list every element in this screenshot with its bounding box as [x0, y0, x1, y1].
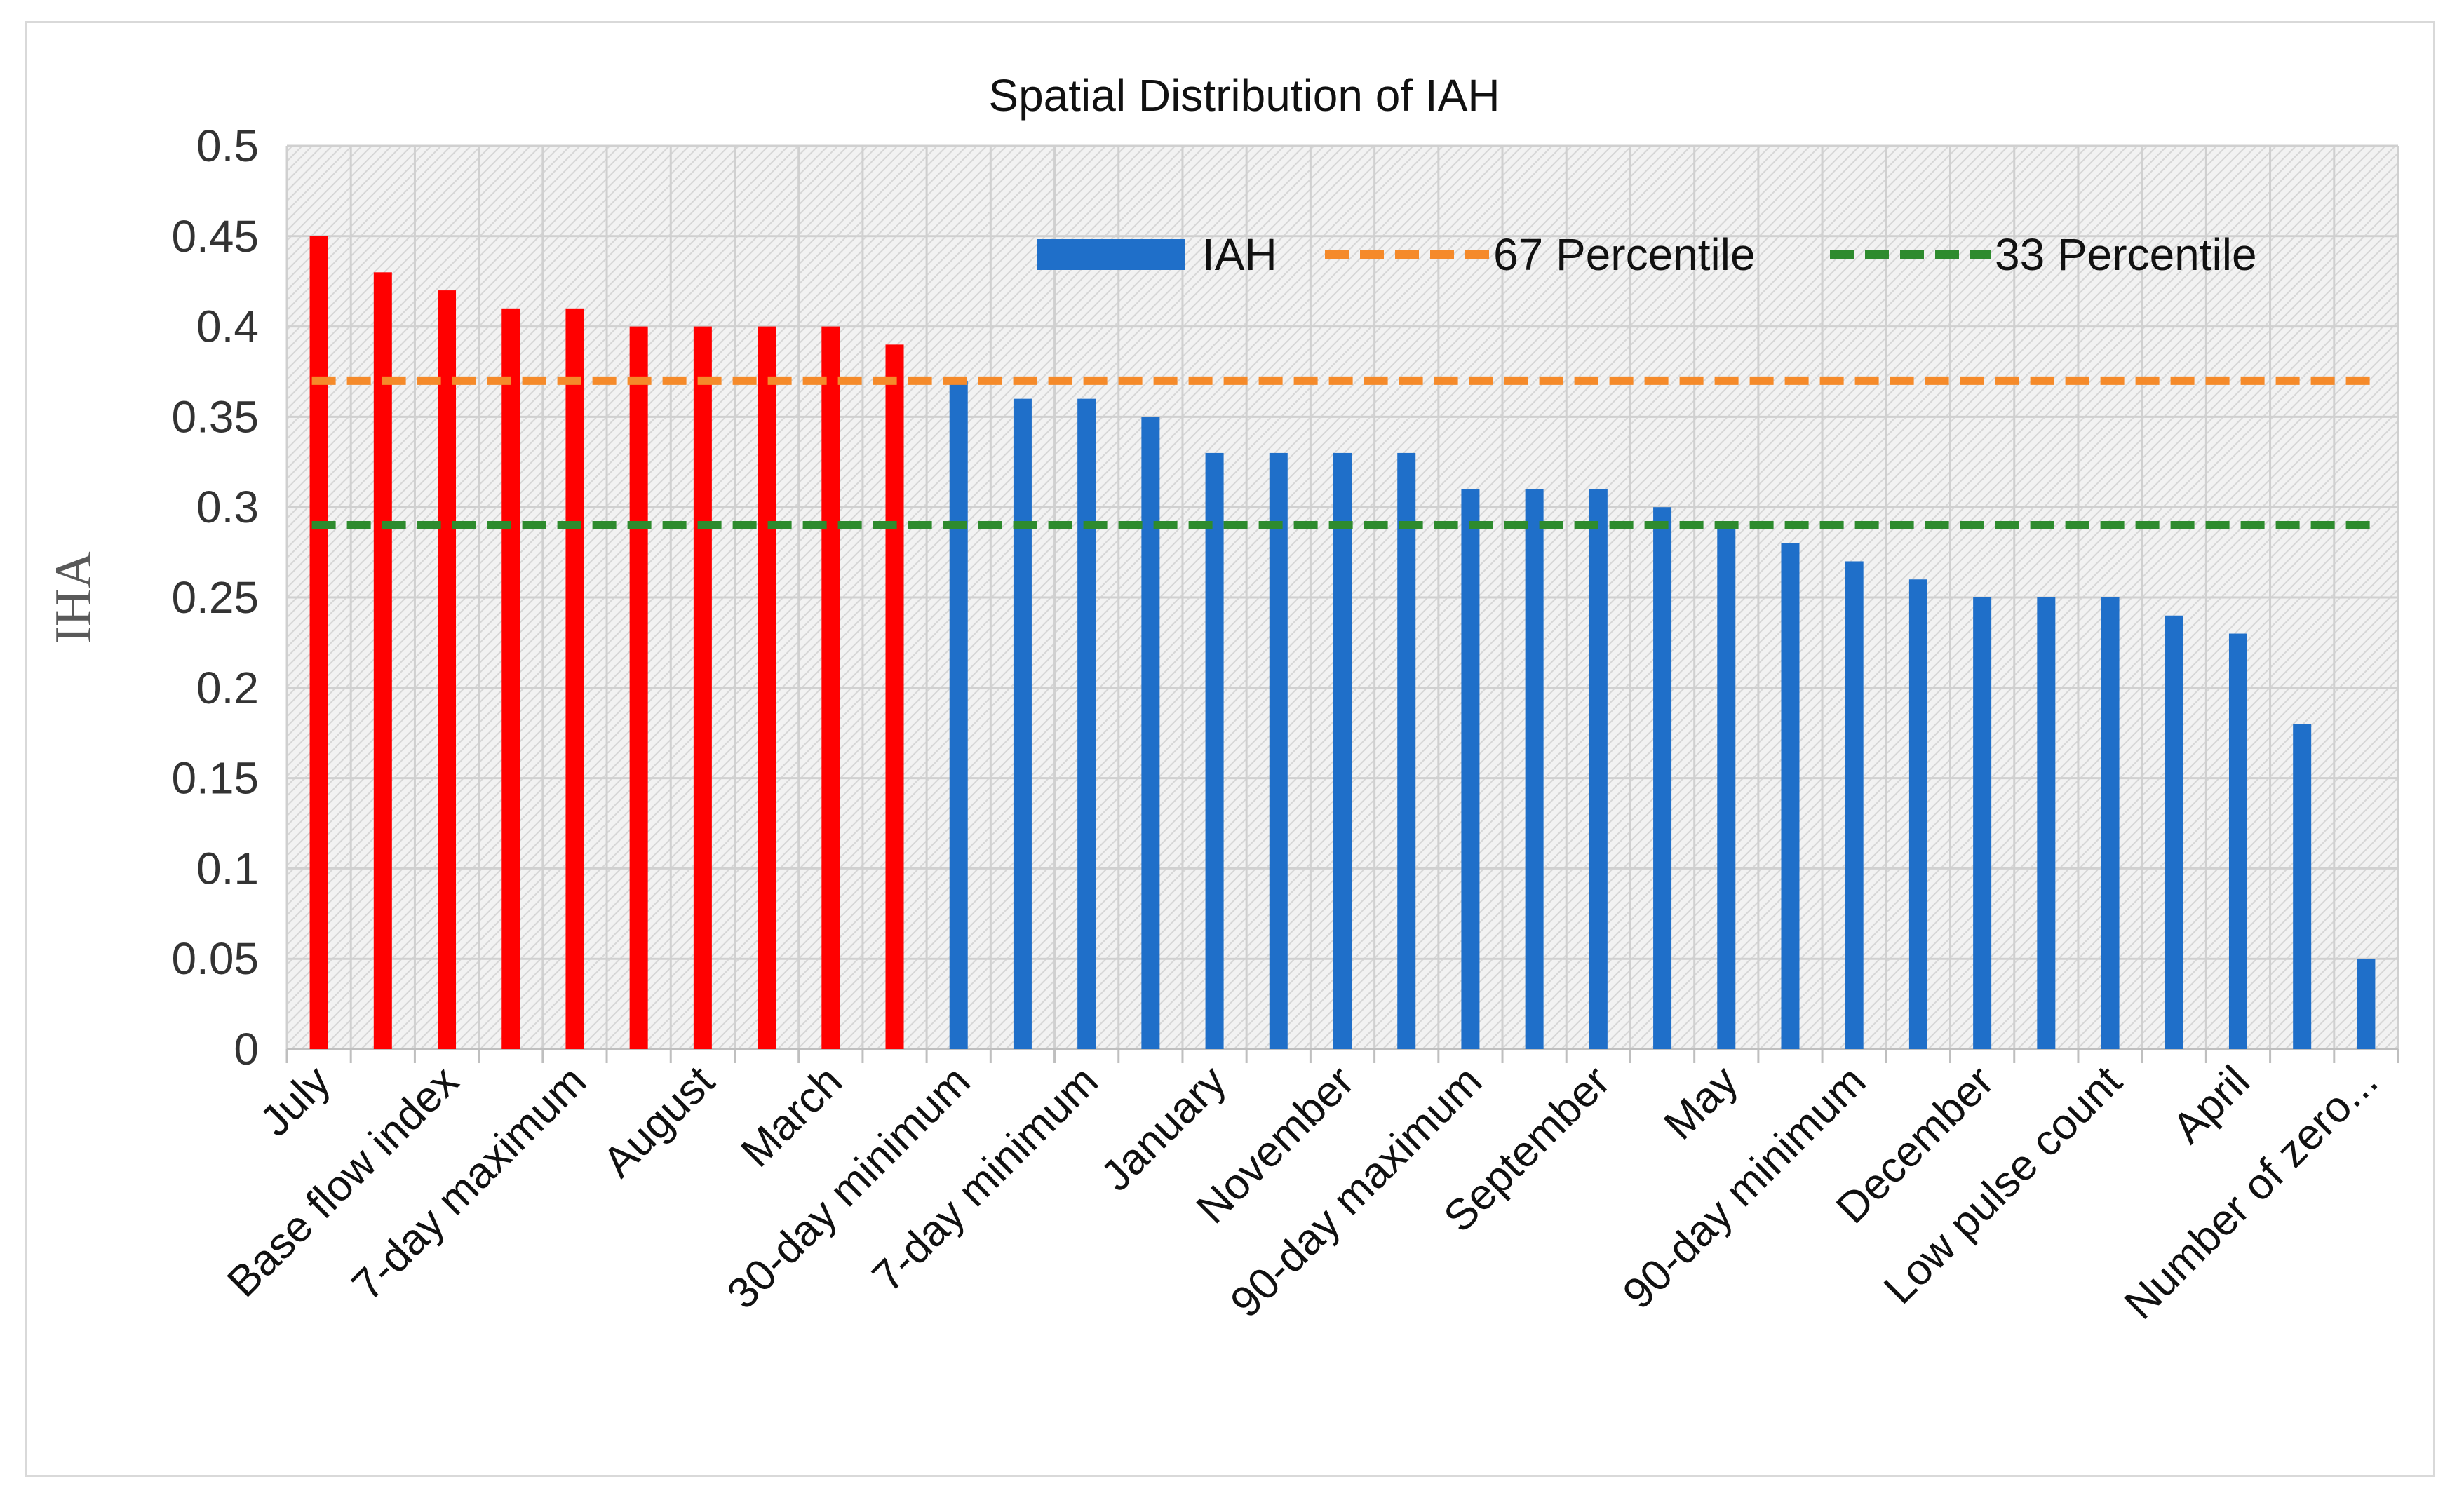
bar-9: [821, 326, 840, 1050]
legend-label-67: 67 Percentile: [1493, 229, 1756, 280]
x-tick-label: May: [1655, 1057, 1748, 1149]
x-tick-label: 7-day maximum: [343, 1057, 596, 1310]
bar-16: [1269, 452, 1288, 1049]
bar-11: [949, 380, 968, 1049]
bar-33: [2357, 959, 2376, 1049]
y-tick-label: 0.45: [171, 211, 259, 262]
legend: IAH 67 Percentile 33 Percentile: [1037, 229, 2257, 280]
chart-title: Spatial Distribution of IAH: [988, 70, 1500, 121]
x-tick-label: Low pulse count: [1875, 1057, 2132, 1313]
x-tick-label: August: [593, 1057, 723, 1187]
y-tick-label: 0: [234, 1024, 259, 1074]
bar-15: [1205, 452, 1224, 1049]
bar-28: [2037, 597, 2056, 1049]
bar-7: [693, 326, 712, 1050]
bar-5: [565, 308, 584, 1050]
bar-30: [2165, 615, 2183, 1049]
y-tick-label: 0.5: [196, 121, 259, 171]
bars: [309, 236, 2376, 1050]
y-tick-label: 0.25: [171, 572, 259, 623]
y-tick-label: 0.15: [171, 753, 259, 804]
y-axis-label: IHA: [45, 551, 102, 644]
legend-swatch-iah: [1037, 239, 1185, 270]
chart-frame: Spatial Distribution of IAH 0 0.05 0.1 0.15…: [25, 21, 2435, 1477]
bar-19: [1461, 489, 1480, 1049]
y-tick-label: 0.2: [196, 663, 259, 713]
x-tick-label: Base flow index: [218, 1057, 468, 1306]
x-tick-label: 7-day minimum: [863, 1057, 1108, 1301]
y-tick-label: 0.3: [196, 482, 259, 532]
x-tick-label: March: [732, 1057, 852, 1177]
chart-svg: Spatial Distribution of IAH 0 0.05 0.1 0.15…: [45, 70, 2399, 1329]
bar-17: [1333, 452, 1352, 1049]
bar-22: [1653, 507, 1672, 1049]
bar-3: [438, 290, 457, 1050]
bar-25: [1845, 561, 1864, 1049]
y-tick-label: 0.1: [196, 843, 259, 893]
legend-label-iah: IAH: [1202, 229, 1277, 280]
x-tick-label: July: [251, 1057, 340, 1146]
bar-12: [1013, 398, 1032, 1049]
bar-10: [885, 344, 904, 1049]
y-tick-label: 0.05: [171, 933, 259, 984]
bar-27: [1973, 597, 1992, 1049]
bar-13: [1077, 398, 1096, 1049]
bar-4: [501, 308, 520, 1050]
legend-label-33: 33 Percentile: [1995, 229, 2257, 280]
bar-14: [1141, 417, 1160, 1049]
bar-8: [758, 326, 776, 1050]
x-tick-label: April: [2163, 1057, 2258, 1152]
x-tick-label: 90-day minimum: [1614, 1057, 1876, 1318]
y-tick-label: 0.4: [196, 302, 259, 352]
y-tick-labels: 0 0.05 0.1 0.15 0.2 0.25 0.3 0.35 0.4 0.45 0.5: [171, 121, 259, 1074]
bar-1: [309, 236, 328, 1049]
bar-26: [1908, 579, 1927, 1049]
percentile-lines: [311, 376, 2374, 529]
bar-24: [1781, 543, 1800, 1049]
bar-20: [1525, 489, 1544, 1049]
bar-32: [2293, 724, 2312, 1049]
y-tick-label: 0.35: [171, 391, 259, 442]
bar-23: [1717, 525, 1736, 1049]
bar-29: [2101, 597, 2120, 1049]
bar-21: [1589, 489, 1608, 1049]
bar-18: [1397, 452, 1416, 1049]
bar-6: [629, 326, 648, 1050]
bar-2: [373, 272, 392, 1049]
bar-31: [2228, 633, 2247, 1049]
x-tick-label: 30-day minimum: [718, 1057, 980, 1318]
